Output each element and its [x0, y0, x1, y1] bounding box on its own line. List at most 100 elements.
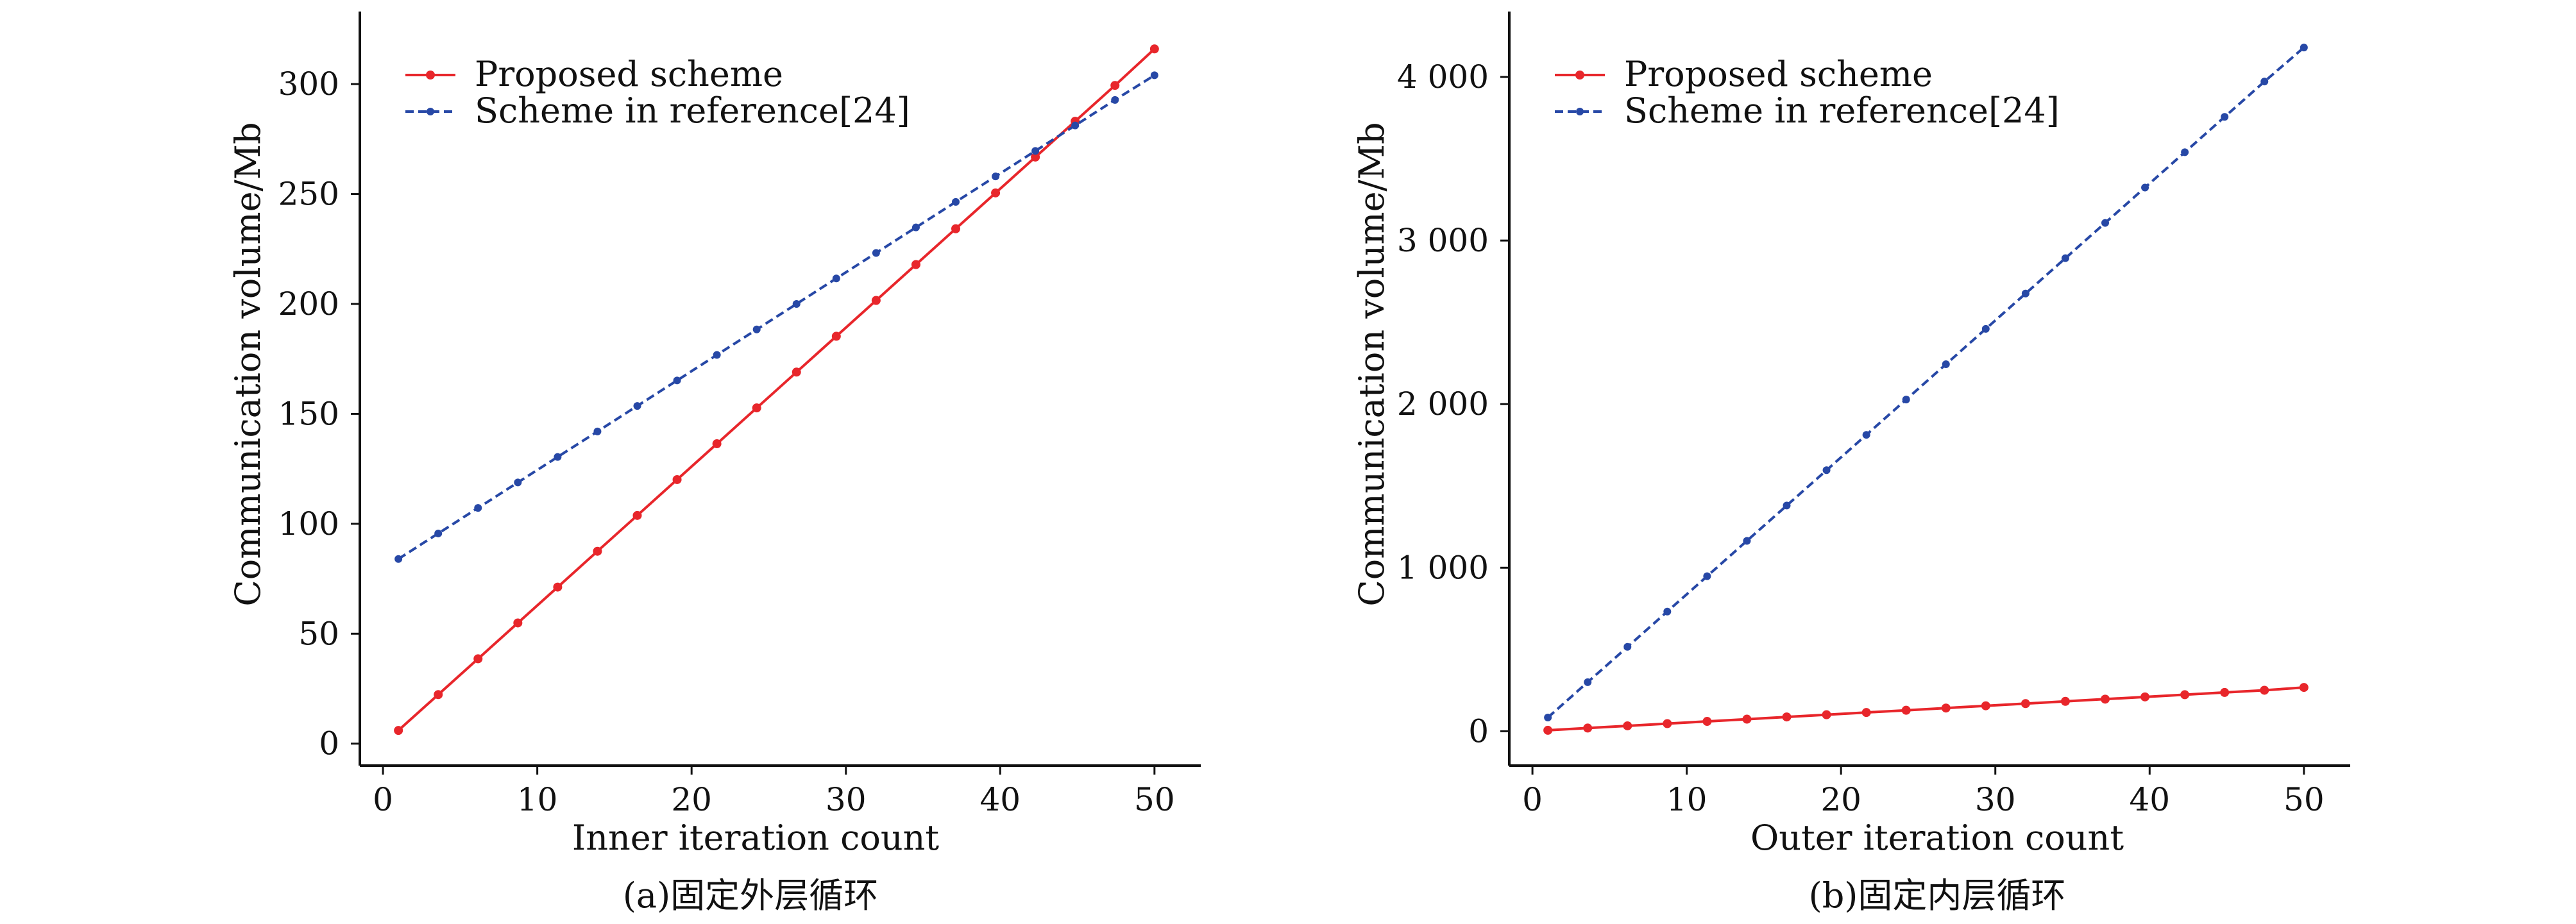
tick-marks — [1500, 76, 2305, 775]
y-tick-label: 300 — [278, 65, 339, 103]
y-tick-label: 0 — [319, 725, 339, 762]
series-line-0 — [397, 47, 1156, 732]
series-0-point — [672, 475, 682, 484]
legend-marker-proposed — [1575, 71, 1584, 80]
x-tick-label: 30 — [826, 781, 867, 818]
series-1-point — [1902, 396, 1910, 404]
series-0-point — [513, 618, 523, 628]
series-0-point — [1663, 719, 1672, 728]
series-1-point — [593, 427, 602, 435]
series-0-point — [1861, 708, 1871, 718]
series-1-point — [1743, 537, 1751, 545]
series-1-point — [1981, 324, 1990, 333]
legend-marker-reference — [1576, 108, 1584, 115]
series-1-point — [1031, 147, 1040, 155]
series-1-point — [2181, 148, 2189, 156]
caption-b: (b)固定内层循环 — [1809, 875, 2066, 916]
legend: Proposed scheme Scheme in reference[24] — [405, 54, 910, 131]
series-1-point — [832, 274, 840, 283]
x-tick-label: 0 — [373, 781, 393, 818]
tick-labels: 0 10 20 30 40 50 0 50 100 150 200 250 300 — [278, 65, 1175, 818]
series-0-point — [871, 296, 881, 305]
x-tick-label: 30 — [1975, 781, 2016, 818]
legend-label-reference: Scheme in reference[24] — [475, 90, 910, 131]
series-1-point — [1663, 607, 1672, 616]
series-0-point — [1031, 152, 1040, 162]
series-1-point — [1703, 572, 1711, 580]
y-axis-title: Communication volume/Mb — [228, 122, 268, 606]
series-1-point — [1111, 96, 1119, 104]
series-line-1 — [398, 74, 1155, 560]
series-1-point — [554, 453, 562, 461]
series-0-point — [473, 654, 483, 664]
series-0-point — [2220, 687, 2230, 697]
series-1-point — [2061, 254, 2069, 262]
series-1-point — [474, 504, 482, 512]
series-1-point — [1783, 501, 1791, 510]
legend-label-proposed: Proposed scheme — [475, 54, 783, 94]
series-1-point — [2260, 78, 2269, 86]
x-axis-title: Inner iteration count — [572, 818, 939, 858]
series-0-point — [1543, 725, 1553, 735]
series-0-point — [2021, 699, 2030, 709]
series-1-point — [673, 376, 681, 385]
series-0-point — [1941, 703, 1951, 713]
legend-marker-reference — [427, 108, 434, 115]
series-0-point — [752, 403, 761, 413]
series-1-point — [394, 555, 403, 563]
y-axis-title: Communication volume/Mb — [1352, 122, 1392, 606]
series-0-point — [2101, 694, 2110, 704]
x-tick-label: 10 — [1666, 781, 1707, 818]
series-1-point — [1862, 431, 1870, 439]
series-layer — [1543, 44, 2309, 735]
series-1-point — [1942, 360, 1950, 368]
series-0-point — [831, 332, 841, 341]
series-1-point — [992, 172, 1000, 181]
series-0-point — [1623, 721, 1632, 730]
series-1-point — [1071, 121, 1080, 130]
series-1-point — [1584, 678, 1592, 686]
series-1-point — [2221, 113, 2229, 121]
series-1-point — [911, 223, 920, 231]
caption-a: (a)固定外层循环 — [623, 875, 878, 916]
series-1-point — [952, 197, 960, 206]
chart-a: 0 10 20 30 40 50 0 50 100 150 200 250 300 Inner iter… — [228, 12, 1201, 916]
series-1-point — [514, 478, 522, 487]
y-tick-label: 3 000 — [1397, 222, 1489, 259]
series-0-point — [1149, 44, 1159, 54]
series-1-point — [633, 402, 641, 410]
series-0-point — [2060, 696, 2070, 706]
series-0-point — [1981, 701, 1990, 710]
legend-label-proposed: Proposed scheme — [1624, 54, 1933, 94]
y-tick-label: 50 — [298, 615, 339, 652]
series-0-point — [1742, 714, 1752, 724]
series-1-point — [2021, 289, 2029, 298]
series-0-point — [2299, 683, 2309, 693]
series-0-point — [2260, 685, 2269, 695]
series-0-point — [1822, 710, 1831, 719]
series-1-point — [2300, 44, 2308, 52]
series-line-1 — [1546, 46, 2305, 719]
chart-b: 0 10 20 30 40 50 0 1 000 2 000 3 000 4 000 Outer i… — [1352, 12, 2350, 916]
x-tick-label: 50 — [1134, 781, 1175, 818]
series-1-point — [434, 529, 443, 537]
y-tick-label: 4 000 — [1397, 58, 1489, 96]
x-tick-label: 10 — [517, 781, 558, 818]
series-1-point — [2101, 219, 2110, 227]
series-0-point — [792, 367, 801, 377]
x-tick-label: 20 — [671, 781, 712, 818]
series-0-point — [1782, 712, 1792, 722]
y-tick-label: 2 000 — [1397, 385, 1489, 423]
series-layer — [394, 44, 1159, 735]
x-tick-label: 20 — [1820, 781, 1861, 818]
y-tick-label: 150 — [278, 395, 339, 432]
series-0-point — [911, 260, 920, 269]
y-tick-label: 1 000 — [1397, 549, 1489, 586]
series-0-point — [632, 510, 642, 520]
legend-label-reference: Scheme in reference[24] — [1624, 90, 2060, 131]
series-0-point — [1583, 723, 1593, 733]
y-tick-label: 250 — [278, 176, 339, 213]
legend: Proposed scheme Scheme in reference[24] — [1555, 54, 2060, 131]
series-0-point — [991, 188, 1001, 197]
